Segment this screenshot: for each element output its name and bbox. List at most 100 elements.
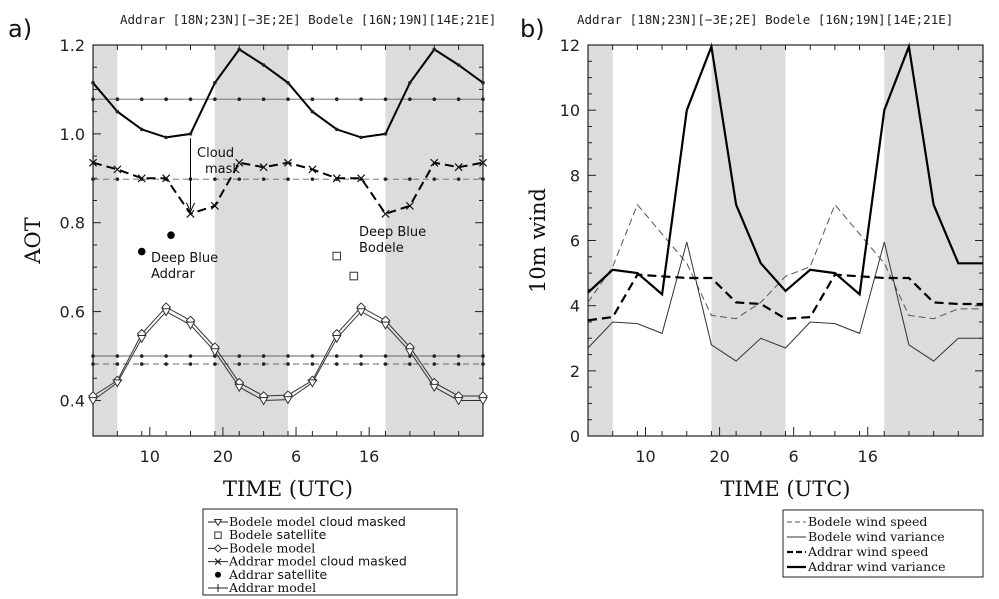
bodele-masked-point	[112, 379, 123, 388]
addrar-masked-point	[357, 174, 366, 183]
bodele-masked-point	[210, 348, 220, 357]
addrar-masked-point	[235, 158, 244, 167]
mean-marker	[383, 97, 388, 102]
mean-marker	[456, 97, 461, 102]
mean-marker	[261, 362, 266, 366]
bodele-masked-point	[283, 396, 293, 405]
mean-marker	[286, 97, 290, 102]
bodele-masked-point	[234, 383, 245, 393]
addrar-model-point	[261, 63, 266, 67]
shaded-band	[93, 45, 118, 436]
mean-marker	[432, 362, 437, 366]
chart-title: Addrar [18N;23N][−3E;2E] Bodele [16N;19N…	[120, 12, 496, 27]
bodele-masked-point	[331, 334, 342, 344]
bodele-masked-point	[185, 321, 196, 330]
wind-series-line	[587, 273, 983, 322]
addrar-model-point	[432, 47, 437, 52]
mean-marker	[432, 177, 437, 181]
addrar-model-point	[164, 135, 168, 140]
legend-b-box	[782, 509, 984, 578]
mean-marker	[481, 354, 485, 358]
addrar-masked-point	[478, 158, 488, 167]
addrar-model-point	[310, 109, 315, 114]
legend-a-entry: Bodele satellite	[229, 527, 327, 542]
mean-marker	[408, 362, 412, 366]
mean-marker	[359, 97, 363, 102]
annotation-cloud-mask: Cloud	[197, 146, 234, 161]
addrar-model-point	[139, 127, 144, 132]
mean-marker	[383, 362, 388, 366]
x-tick-label: 16	[359, 447, 379, 466]
x-tick-label: 20	[709, 447, 729, 466]
shaded-band	[711, 45, 786, 436]
annotation-deep-blue-bodele: Deep Blue	[359, 225, 426, 240]
legend-a-suffix: cloud masked	[315, 514, 406, 529]
mean-marker	[115, 362, 120, 366]
bodele-masked-point	[307, 379, 318, 388]
legend-a-entry: Bodele model	[229, 540, 315, 555]
annotation-deep-blue-bodele: Bodele	[359, 241, 404, 256]
addrar-masked-point	[332, 174, 341, 183]
addrar-satellite-point	[167, 231, 175, 239]
y-tick-label: 1.2	[60, 36, 85, 55]
legend-a-suffix: satellite	[273, 567, 327, 582]
mean-marker	[188, 97, 193, 102]
y-tick-label: 0	[570, 427, 580, 446]
mean-marker	[261, 177, 266, 181]
y-tick-label: 0.6	[60, 303, 85, 322]
addrar-masked-point	[88, 158, 98, 167]
bodele-masked-point	[356, 308, 366, 317]
addrar-model-point	[408, 80, 412, 85]
addrar-masked-point	[162, 174, 171, 183]
x-tick-label: 6	[291, 447, 301, 466]
wind-series-line	[587, 203, 983, 320]
legend-a-box	[202, 508, 458, 596]
y-tick-label: 0.8	[60, 214, 85, 233]
legend-a-marker	[213, 519, 223, 527]
annotation-deep-blue-addrar: Addrar	[151, 267, 195, 282]
shaded-band	[884, 45, 983, 436]
mean-marker	[408, 177, 412, 181]
y-tick-label: 1.0	[60, 125, 85, 144]
bodele-masked-point	[136, 334, 147, 344]
x-tick-label: 10	[140, 447, 160, 466]
mean-marker	[115, 354, 120, 358]
y-tick-label: 10	[560, 101, 580, 120]
mean-marker	[481, 177, 485, 181]
addrar-model-point	[91, 80, 95, 85]
mean-marker	[432, 97, 437, 102]
addrar-masked-point	[430, 158, 439, 167]
panel-label: a)	[8, 15, 32, 43]
legend-b-label: Addrar wind speed	[807, 544, 928, 559]
addrar-masked-point	[405, 201, 414, 210]
x-tick-label: 16	[858, 447, 878, 466]
mean-marker	[91, 97, 95, 102]
bodele-masked-point	[258, 397, 269, 406]
mean-marker	[139, 97, 144, 102]
mean-marker	[383, 354, 388, 358]
bodele-masked-point	[453, 397, 464, 406]
mean-marker	[286, 362, 290, 366]
legend-a-label: Addrar	[228, 567, 273, 582]
legend-a-label: Addrar model	[228, 554, 316, 569]
panel-label: b)	[520, 15, 545, 43]
mean-marker	[310, 177, 315, 181]
mean-marker	[432, 354, 437, 358]
x-axis-label: TIME (UTC)	[223, 477, 353, 501]
legend-a-marker	[214, 558, 222, 565]
mean-marker	[261, 97, 266, 102]
mean-marker	[334, 97, 339, 102]
mean-marker	[188, 354, 193, 358]
addrar-model-point	[115, 109, 120, 114]
legend-a-label: Bodele	[229, 527, 273, 542]
addrar-masked-point	[381, 209, 390, 218]
bodele-masked-point	[161, 308, 171, 317]
bodele-satellite-point	[349, 271, 359, 281]
addrar-model-point	[213, 80, 217, 85]
legend-a-marker	[214, 531, 222, 539]
mean-marker	[286, 354, 290, 358]
mean-marker	[310, 362, 315, 366]
mean-marker	[164, 97, 168, 102]
